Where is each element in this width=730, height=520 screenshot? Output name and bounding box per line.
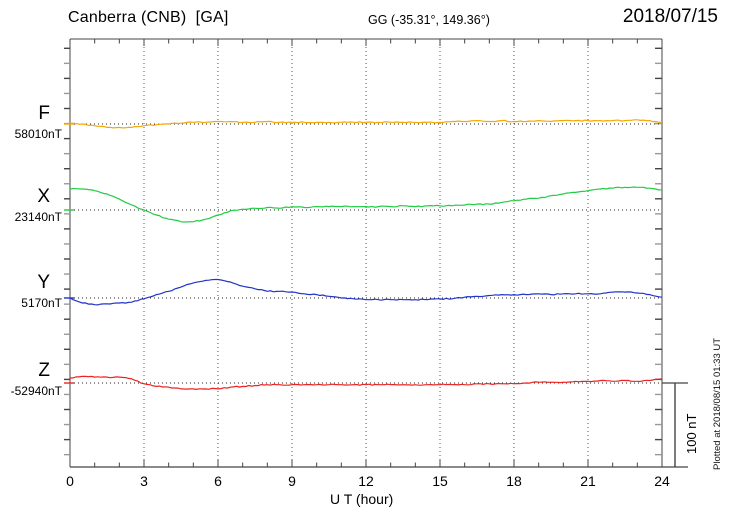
trace-Y [69, 278, 663, 306]
channel-label-x: X 23140nT [0, 187, 62, 223]
channel-letter-f: F [38, 103, 50, 124]
x-tick-label-24: 24 [654, 473, 670, 489]
channel-baseline-z: -52940nT [10, 384, 62, 398]
channel-baseline-y: 5170nT [21, 296, 62, 310]
x-tick-label-6: 6 [214, 473, 222, 489]
x-tick-label-21: 21 [580, 473, 596, 489]
x-tick-label-9: 9 [288, 473, 296, 489]
channel-letter-z: Z [38, 360, 50, 381]
trace-Z [69, 375, 663, 391]
trace-F [70, 119, 662, 129]
channel-baseline-f: 58010nT [14, 127, 62, 141]
x-tick-label-15: 15 [432, 473, 448, 489]
geographic-coordinates: GG (-35.31°, 149.36°) [368, 13, 490, 27]
plotted-at-note: Plotted at 2018/08/15 01:33 UT [712, 337, 723, 470]
x-tick-label-18: 18 [506, 473, 522, 489]
x-tick-label-0: 0 [66, 473, 74, 489]
scale-bar-label: 100 nT [684, 413, 699, 454]
station-title: Canberra (CNB) [GA] [68, 9, 229, 26]
x-tick-label-3: 3 [140, 473, 148, 489]
x-tick-label-12: 12 [358, 473, 374, 489]
channel-label-y: Y 5170nT [0, 273, 62, 309]
channel-letter-y: Y [37, 272, 50, 293]
plot-date: 2018/07/15 [622, 6, 718, 27]
x-axis-label: U T (hour) [330, 491, 394, 507]
channel-label-z: Z -52940nT [0, 361, 62, 397]
channel-baseline-x: 23140nT [14, 210, 62, 224]
channel-label-f: F 58010nT [0, 104, 62, 140]
trace-X [69, 186, 663, 223]
channel-letter-x: X [37, 186, 50, 207]
